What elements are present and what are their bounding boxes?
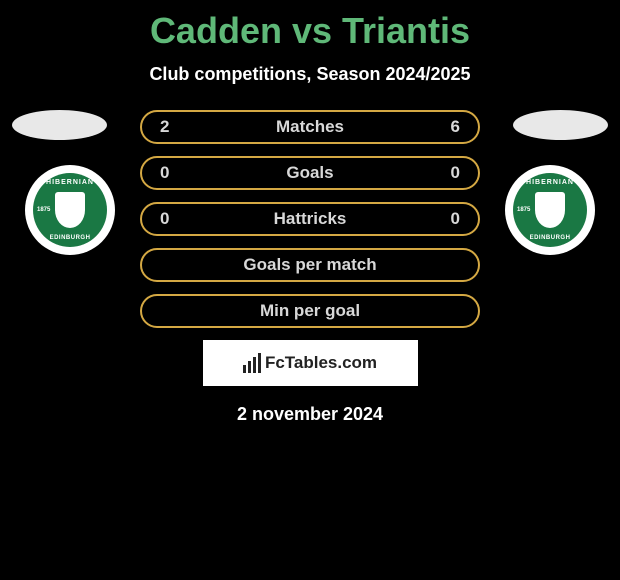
stat-value-right: 0 xyxy=(440,209,460,229)
badge-inner-right: HIBERNIAN 1875 EDINBURGH xyxy=(513,173,587,247)
player-silhouette-right xyxy=(513,110,608,140)
badge-shield-icon xyxy=(55,192,85,228)
stat-value-left: 0 xyxy=(160,163,180,183)
brand-label: FcTables.com xyxy=(265,353,377,373)
subtitle: Club competitions, Season 2024/2025 xyxy=(0,64,620,85)
stat-row-goals: 0 Goals 0 xyxy=(140,156,480,190)
badge-name-top: HIBERNIAN xyxy=(526,179,574,186)
chart-icon xyxy=(243,353,261,373)
stat-label: Hattricks xyxy=(274,209,347,229)
stats-container: 2 Matches 6 0 Goals 0 0 Hattricks 0 Goal… xyxy=(140,110,480,328)
date-label: 2 november 2024 xyxy=(0,404,620,425)
stat-label: Matches xyxy=(276,117,344,137)
player-silhouette-left xyxy=(12,110,107,140)
club-badge-left: HIBERNIAN 1875 EDINBURGH xyxy=(25,165,115,255)
stat-row-goals-per-match: Goals per match xyxy=(140,248,480,282)
badge-name-top: HIBERNIAN xyxy=(46,179,94,186)
badge-name-bottom: EDINBURGH xyxy=(530,235,571,241)
stat-row-hattricks: 0 Hattricks 0 xyxy=(140,202,480,236)
stat-label: Goals per match xyxy=(243,255,376,275)
stat-label: Goals xyxy=(286,163,333,183)
badge-inner-left: HIBERNIAN 1875 EDINBURGH xyxy=(33,173,107,247)
stat-value-left: 0 xyxy=(160,209,180,229)
comparison-area: HIBERNIAN 1875 EDINBURGH HIBERNIAN 1875 … xyxy=(0,110,620,425)
badge-shield-icon xyxy=(535,192,565,228)
badge-year: 1875 xyxy=(37,207,50,213)
club-badge-right: HIBERNIAN 1875 EDINBURGH xyxy=(505,165,595,255)
page-title: Cadden vs Triantis xyxy=(0,0,620,52)
badge-year: 1875 xyxy=(517,207,530,213)
brand-watermark[interactable]: FcTables.com xyxy=(203,340,418,386)
stat-value-right: 0 xyxy=(440,163,460,183)
stat-value-left: 2 xyxy=(160,117,180,137)
badge-name-bottom: EDINBURGH xyxy=(50,235,91,241)
stat-label: Min per goal xyxy=(260,301,360,321)
stat-value-right: 6 xyxy=(440,117,460,137)
stat-row-min-per-goal: Min per goal xyxy=(140,294,480,328)
stat-row-matches: 2 Matches 6 xyxy=(140,110,480,144)
